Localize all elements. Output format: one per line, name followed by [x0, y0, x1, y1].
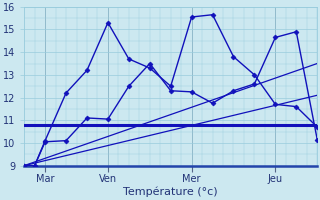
X-axis label: Température (°c): Température (°c) — [124, 187, 218, 197]
